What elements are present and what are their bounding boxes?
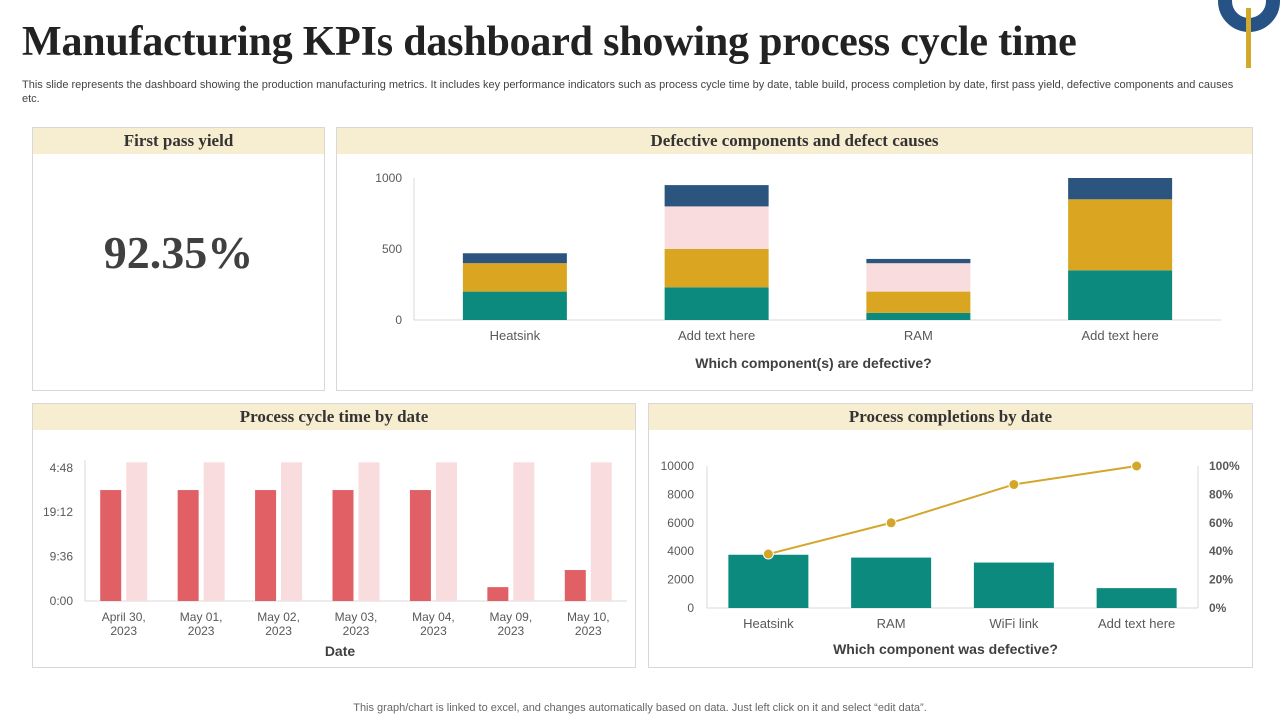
target-bar: [513, 462, 535, 601]
bar-segment: [462, 253, 567, 264]
bar-segment: [866, 291, 971, 313]
completion-bar: [1096, 588, 1177, 608]
page-subtitle: This slide represents the dashboard show…: [22, 79, 1234, 105]
x-tick-label: May 03,: [335, 610, 378, 624]
y-tick-label: 0:00: [50, 594, 74, 608]
logo-stick: [1246, 8, 1251, 68]
y-tick-label: 10000: [661, 459, 695, 473]
y2-tick-label: 80%: [1209, 487, 1233, 501]
y2-tick-label: 40%: [1209, 544, 1233, 558]
actual-bar: [177, 490, 199, 601]
cumulative-point: [1008, 478, 1020, 490]
logo-icon: [1218, 0, 1280, 68]
bar-segment: [462, 291, 567, 320]
y2-tick-label: 100%: [1209, 459, 1240, 473]
x-tick-label: May 01,: [180, 610, 223, 624]
completions-panel: Process completions by date 0 2000 4000 600…: [648, 403, 1253, 668]
x-tick-label-year: 2023: [188, 624, 215, 638]
y-tick-label: 19:12: [43, 505, 73, 519]
bar-segment: [664, 287, 769, 320]
y2-tick-label: 20%: [1209, 573, 1233, 587]
footer-note: This graph/chart is linked to excel, and…: [353, 702, 927, 714]
target-bar: [281, 462, 303, 601]
bar-segment: [866, 263, 971, 292]
y-tick-label: 0: [395, 313, 402, 327]
x-tick-label: Add text here: [1098, 616, 1175, 631]
x-tick-label: Add text here: [678, 328, 755, 343]
bar-segment: [1068, 270, 1173, 320]
bar-segment: [866, 312, 971, 320]
actual-bar: [255, 490, 277, 601]
cycle-time-panel: Process cycle time by date 0:00 9:36 19:12…: [32, 403, 636, 668]
bar-segment: [866, 258, 971, 264]
cumulative-point: [762, 548, 774, 560]
x-tick-label: May 09,: [490, 610, 533, 624]
panel-title: Process completions by date: [649, 404, 1252, 430]
defects-chart[interactable]: 0 500 1000 Heatsink Add text here RAM Add text…: [337, 154, 1252, 390]
panel-title: First pass yield: [33, 128, 324, 154]
y-tick-label: 8000: [667, 487, 694, 501]
y-tick-label: 2000: [667, 573, 694, 587]
x-tick-label: Heatsink: [490, 328, 541, 343]
y-tick-label: 9:36: [50, 550, 74, 564]
target-bar: [435, 462, 457, 601]
x-tick-label: Add text here: [1081, 328, 1158, 343]
x-tick-label-year: 2023: [575, 624, 602, 638]
x-tick-label-year: 2023: [265, 624, 292, 638]
x-tick-label: May 02,: [257, 610, 300, 624]
x-axis-title: Which component(s) are defective?: [695, 355, 931, 371]
actual-bar: [332, 490, 354, 601]
x-axis-title: Which component was defective?: [833, 641, 1058, 657]
actual-bar: [100, 490, 122, 601]
completion-bar: [728, 554, 809, 608]
completion-bar: [851, 557, 932, 608]
first-pass-yield-value: 92.35%: [103, 227, 254, 278]
target-bar: [358, 462, 380, 601]
x-tick-label: April 30,: [102, 610, 146, 624]
bar-segment: [664, 185, 769, 207]
y-tick-label: 6000: [667, 516, 694, 530]
x-tick-label: May 10,: [567, 610, 610, 624]
bar-segment: [664, 206, 769, 249]
x-tick-label: May 04,: [412, 610, 455, 624]
y-tick-label: 500: [382, 242, 402, 256]
x-tick-label: RAM: [904, 328, 933, 343]
actual-bar: [487, 587, 509, 601]
target-bar: [590, 462, 612, 601]
x-tick-label: RAM: [877, 616, 906, 631]
bar-segment: [462, 263, 567, 292]
panel-title: Process cycle time by date: [33, 404, 635, 430]
bar-segment: [664, 249, 769, 288]
x-tick-label-year: 2023: [110, 624, 137, 638]
x-tick-label-year: 2023: [498, 624, 525, 638]
bar-segment: [1068, 199, 1173, 271]
y-tick-label: 1000: [375, 171, 402, 185]
x-axis-title: Date: [325, 643, 356, 659]
x-tick-label: Heatsink: [743, 616, 794, 631]
cumulative-point: [885, 517, 897, 529]
cumulative-line: [768, 465, 1137, 556]
completion-bar: [973, 562, 1054, 608]
y-tick-label: 0: [687, 601, 694, 615]
x-tick-label-year: 2023: [420, 624, 447, 638]
panel-title: Defective components and defect causes: [337, 128, 1252, 154]
completions-chart[interactable]: 0 2000 4000 6000 8000 10000 0% 20% 40% 60% 80% 100%…: [649, 430, 1252, 667]
target-bar: [126, 462, 148, 601]
y-tick-label: 4:48: [50, 461, 74, 475]
x-tick-label: WiFi link: [989, 616, 1039, 631]
x-tick-label-year: 2023: [343, 624, 370, 638]
y2-tick-label: 60%: [1209, 516, 1233, 530]
actual-bar: [564, 570, 586, 601]
target-bar: [203, 462, 225, 601]
actual-bar: [409, 490, 431, 601]
y-tick-label: 4000: [667, 544, 694, 558]
defects-panel: Defective components and defect causes 0…: [336, 127, 1253, 391]
page-title: Manufacturing KPIs dashboard showing pro…: [22, 19, 1077, 65]
bar-segment: [1068, 178, 1173, 200]
cumulative-point: [1131, 460, 1143, 472]
first-pass-yield-panel: First pass yield 92.35%: [32, 127, 325, 391]
y2-tick-label: 0%: [1209, 601, 1227, 615]
